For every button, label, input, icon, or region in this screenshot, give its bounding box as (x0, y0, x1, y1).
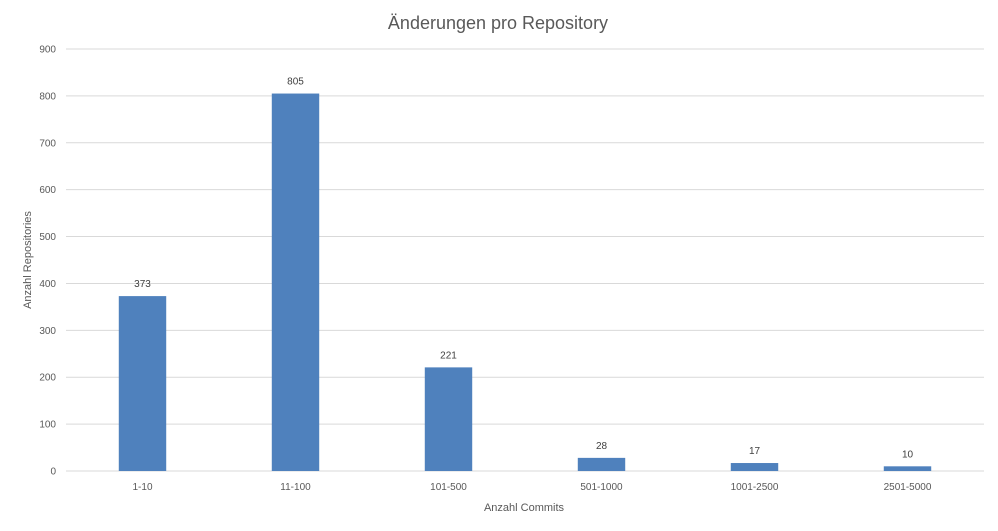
data-labels: 373 805 221 28 17 10 (134, 77, 913, 461)
x-tick-label: 101-500 (430, 482, 467, 493)
data-label: 221 (440, 350, 457, 361)
bar (730, 463, 779, 471)
y-tick-label: 900 (39, 45, 56, 56)
bar (271, 93, 320, 472)
x-axis-title: Anzahl Commits (484, 502, 565, 514)
chart-title: Änderungen pro Repository (388, 13, 608, 33)
y-tick-label: 600 (39, 185, 56, 196)
data-label: 10 (902, 449, 914, 460)
y-axis-ticks: 0 100 200 300 400 500 600 700 800 900 (39, 45, 56, 478)
x-tick-label: 1001-2500 (731, 482, 779, 493)
data-label: 17 (749, 446, 761, 457)
bar (118, 296, 167, 471)
y-tick-label: 500 (39, 232, 56, 243)
y-tick-label: 300 (39, 326, 56, 337)
bar (577, 457, 626, 471)
x-tick-label: 11-100 (280, 482, 311, 493)
y-tick-label: 200 (39, 373, 56, 384)
data-label: 805 (287, 77, 304, 88)
x-axis-ticks: 1-10 11-100 101-500 501-1000 1001-2500 2501-5… (132, 482, 931, 493)
x-tick-label: 2501-5000 (884, 482, 932, 493)
data-label: 373 (134, 279, 151, 290)
data-label: 28 (596, 441, 608, 452)
y-tick-label: 800 (39, 91, 56, 102)
x-tick-label: 501-1000 (580, 482, 623, 493)
y-tick-label: 400 (39, 279, 56, 290)
y-tick-label: 100 (39, 420, 56, 431)
bar (424, 367, 473, 471)
bar (883, 466, 932, 471)
y-tick-label: 700 (39, 138, 56, 149)
y-axis-title: Anzahl Repositories (22, 211, 34, 309)
gridlines (66, 48, 984, 472)
x-tick-label: 1-10 (132, 482, 152, 493)
y-tick-label: 0 (50, 467, 56, 478)
bars (118, 93, 932, 472)
